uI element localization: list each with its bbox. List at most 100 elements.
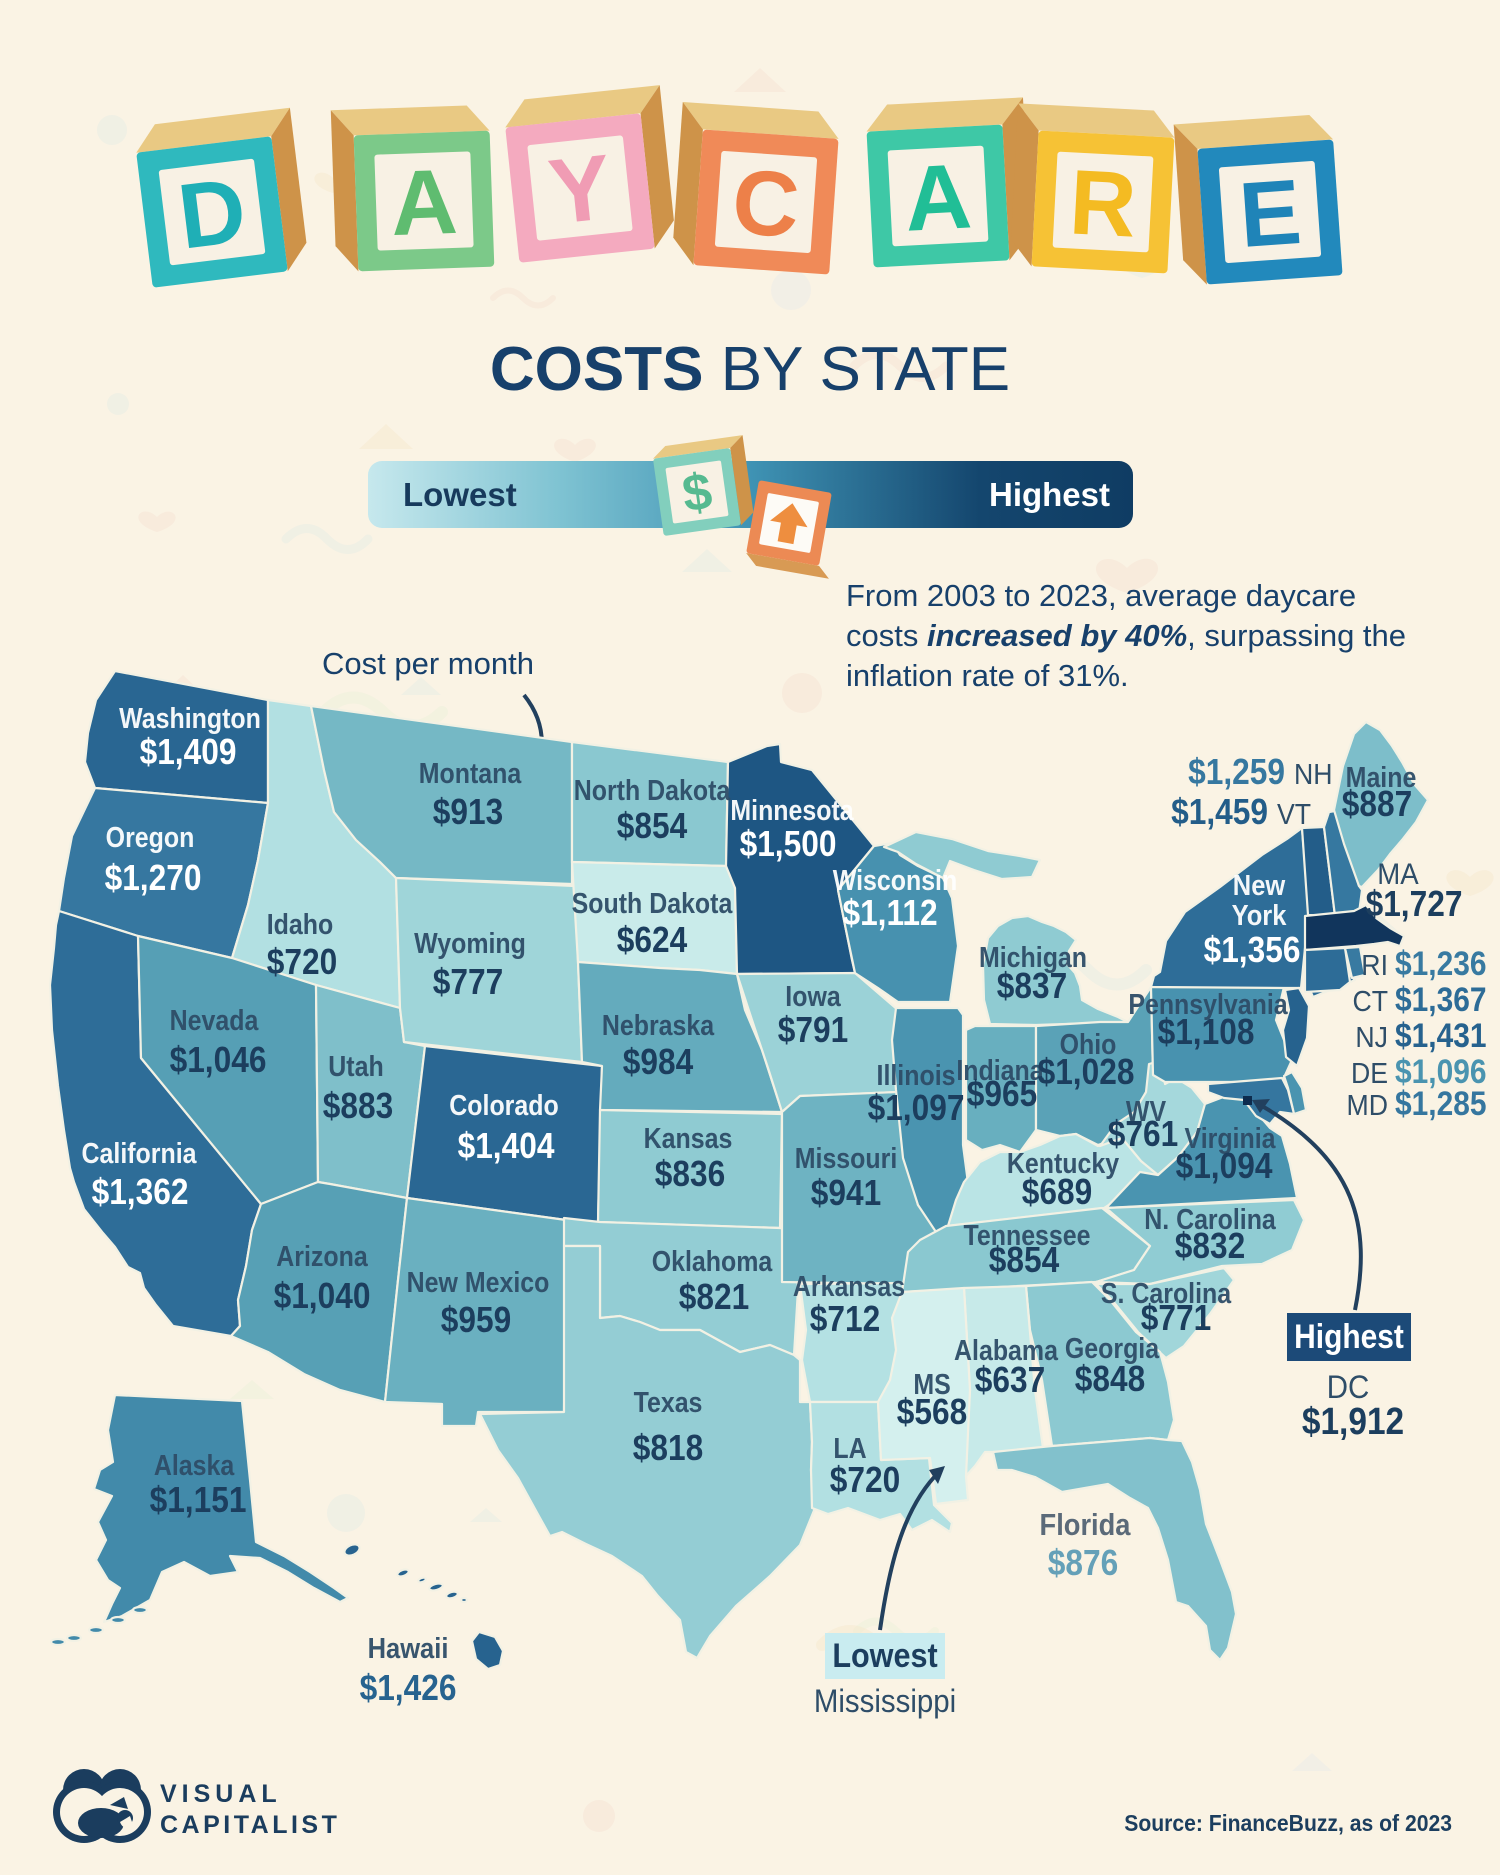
svg-text:$984: $984: [623, 1042, 694, 1082]
svg-text:Arkansas: Arkansas: [793, 1270, 905, 1302]
svg-text:Y: Y: [544, 136, 616, 244]
svg-text:$720: $720: [267, 942, 337, 982]
svg-text:Highest: Highest: [1294, 1317, 1404, 1355]
svg-text:$887: $887: [1342, 784, 1412, 824]
svg-text:$1,285: $1,285: [1395, 1084, 1487, 1122]
svg-text:$1,046: $1,046: [170, 1040, 267, 1080]
svg-text:$1,259: $1,259: [1188, 752, 1285, 792]
svg-text:Alaska: Alaska: [154, 1449, 235, 1481]
svg-text:$848: $848: [1075, 1359, 1145, 1399]
svg-text:LA: LA: [833, 1432, 866, 1464]
svg-text:$1,409: $1,409: [140, 732, 237, 772]
svg-text:$821: $821: [679, 1277, 749, 1317]
svg-text:Utah: Utah: [328, 1050, 383, 1082]
svg-text:$854: $854: [617, 806, 688, 846]
svg-text:$832: $832: [1175, 1226, 1245, 1266]
svg-text:$854: $854: [989, 1240, 1060, 1280]
svg-text:D: D: [173, 159, 251, 268]
svg-text:Alabama: Alabama: [954, 1334, 1059, 1366]
svg-text:Florida: Florida: [1040, 1508, 1132, 1542]
svg-text:Arizona: Arizona: [276, 1240, 368, 1272]
svg-text:NH: NH: [1294, 758, 1333, 790]
svg-text:CT: CT: [1352, 985, 1388, 1017]
svg-text:$1,028: $1,028: [1038, 1052, 1135, 1092]
svg-text:inflation rate of 31%.: inflation rate of 31%.: [846, 658, 1129, 693]
svg-text:$959: $959: [441, 1300, 511, 1340]
svg-text:$1,151: $1,151: [150, 1480, 247, 1520]
svg-text:New: New: [1233, 868, 1286, 901]
svg-text:$883: $883: [323, 1086, 393, 1126]
svg-text:$771: $771: [1141, 1298, 1211, 1338]
svg-text:$791: $791: [778, 1010, 848, 1050]
svg-text:Texas: Texas: [634, 1386, 703, 1418]
svg-text:Wyoming: Wyoming: [414, 927, 526, 959]
svg-text:South Dakota: South Dakota: [572, 887, 734, 919]
svg-text:Washington: Washington: [119, 702, 261, 734]
svg-text:$624: $624: [617, 920, 688, 960]
svg-text:$1,362: $1,362: [92, 1172, 189, 1212]
svg-text:N. Carolina: N. Carolina: [1144, 1203, 1276, 1235]
svg-text:$1,367: $1,367: [1395, 980, 1487, 1018]
svg-text:$836: $836: [655, 1154, 725, 1194]
svg-text:Idaho: Idaho: [267, 908, 333, 940]
svg-text:Indiana: Indiana: [956, 1054, 1044, 1086]
svg-text:$1,270: $1,270: [105, 858, 202, 898]
svg-text:$1,404: $1,404: [458, 1126, 555, 1166]
svg-text:$1,459: $1,459: [1171, 792, 1268, 832]
svg-text:C: C: [729, 151, 802, 257]
svg-text:COSTS BY STATE: COSTS BY STATE: [490, 335, 1010, 404]
svg-text:A: A: [389, 151, 459, 255]
svg-text:California: California: [82, 1137, 198, 1169]
svg-text:R: R: [1067, 151, 1139, 256]
svg-text:$568: $568: [897, 1392, 967, 1432]
svg-text:VISUAL: VISUAL: [160, 1780, 282, 1808]
svg-text:Montana: Montana: [419, 757, 522, 789]
svg-text:VT: VT: [1277, 798, 1311, 830]
svg-text:Mississippi: Mississippi: [814, 1683, 956, 1719]
svg-text:Virginia: Virginia: [1185, 1122, 1277, 1154]
svg-text:MD: MD: [1347, 1089, 1388, 1121]
svg-text:$637: $637: [975, 1360, 1045, 1400]
svg-text:$1,356: $1,356: [1204, 930, 1301, 970]
svg-text:Hawaii: Hawaii: [368, 1631, 449, 1664]
svg-text:CAPITALIST: CAPITALIST: [160, 1811, 340, 1839]
svg-text:Lowest: Lowest: [403, 476, 517, 513]
svg-text:$1,431: $1,431: [1395, 1016, 1487, 1054]
svg-text:costs increased by 40%, surpas: costs increased by 40%, surpassing the: [846, 618, 1406, 653]
svg-text:Maine: Maine: [1346, 761, 1417, 793]
svg-text:$712: $712: [810, 1299, 880, 1339]
svg-text:Colorado: Colorado: [449, 1089, 558, 1121]
svg-text:Nebraska: Nebraska: [602, 1009, 715, 1041]
svg-text:Kansas: Kansas: [644, 1122, 733, 1154]
svg-text:Pennsylvania: Pennsylvania: [1128, 988, 1288, 1020]
svg-text:Ohio: Ohio: [1060, 1028, 1117, 1060]
svg-text:E: E: [1236, 161, 1304, 267]
svg-text:Wisconsin: Wisconsin: [833, 864, 957, 896]
svg-text:$761: $761: [1108, 1114, 1178, 1154]
svg-text:North Dakota: North Dakota: [574, 774, 731, 806]
svg-text:Nevada: Nevada: [170, 1004, 260, 1036]
svg-text:York: York: [1232, 898, 1288, 931]
svg-text:$1,094: $1,094: [1176, 1146, 1273, 1186]
svg-text:$1,112: $1,112: [842, 893, 937, 933]
svg-text:Georgia: Georgia: [1065, 1332, 1160, 1364]
svg-text:A: A: [902, 145, 974, 250]
svg-text:MA: MA: [1377, 858, 1419, 891]
svg-text:Illinois: Illinois: [877, 1059, 956, 1091]
svg-text:Oklahoma: Oklahoma: [652, 1245, 773, 1277]
svg-text:NJ: NJ: [1355, 1021, 1388, 1053]
svg-text:Lowest: Lowest: [832, 1637, 938, 1675]
svg-text:WV: WV: [1126, 1095, 1166, 1127]
svg-text:$1,040: $1,040: [274, 1276, 371, 1316]
svg-text:DE: DE: [1351, 1057, 1388, 1089]
svg-text:$818: $818: [633, 1428, 703, 1468]
svg-text:Cost per month: Cost per month: [322, 646, 534, 681]
svg-text:$965: $965: [967, 1074, 1037, 1114]
svg-text:RI: RI: [1361, 949, 1388, 981]
svg-text:Highest: Highest: [989, 476, 1110, 513]
svg-text:$1,097: $1,097: [868, 1088, 965, 1128]
svg-text:$1,236: $1,236: [1395, 944, 1487, 982]
svg-text:Iowa: Iowa: [785, 980, 841, 1012]
svg-text:$1,096: $1,096: [1395, 1052, 1487, 1090]
svg-text:MS: MS: [913, 1368, 950, 1400]
